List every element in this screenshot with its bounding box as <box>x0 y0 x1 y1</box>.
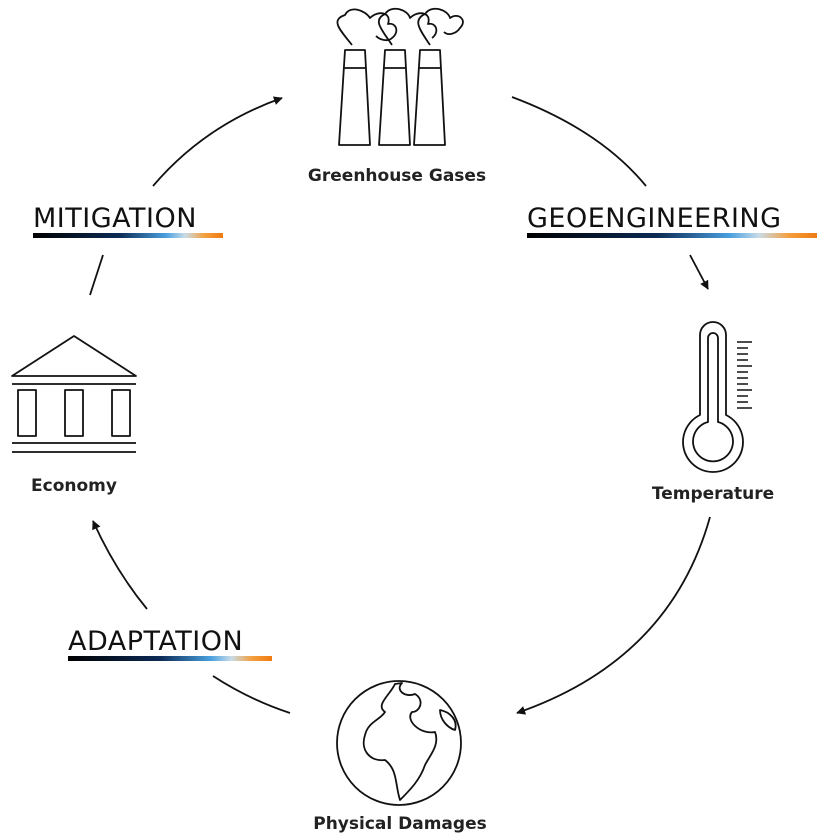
lever-bar <box>33 233 223 238</box>
node-label: Physical Damages <box>313 814 486 834</box>
arrow <box>689 254 709 290</box>
node-label: Greenhouse Gases <box>308 166 486 186</box>
arc <box>212 675 291 714</box>
arrow <box>92 520 148 610</box>
lever-bar <box>527 233 817 238</box>
thermometer-icon <box>682 321 752 473</box>
arrow <box>152 96 283 187</box>
node-label: Economy <box>31 476 117 496</box>
lever-label: ADAPTATION <box>68 626 243 657</box>
factory-icon <box>336 7 464 146</box>
economy-icon <box>11 335 137 453</box>
node-label: Temperature <box>652 484 774 504</box>
arrow <box>516 516 711 715</box>
arc <box>511 96 647 187</box>
lever-label: MITIGATION <box>33 203 197 234</box>
arc <box>89 254 104 296</box>
globe-icon <box>336 680 462 806</box>
lever-bar <box>68 656 272 661</box>
arrows <box>89 96 711 715</box>
lever-label: GEOENGINEERING <box>527 203 782 234</box>
